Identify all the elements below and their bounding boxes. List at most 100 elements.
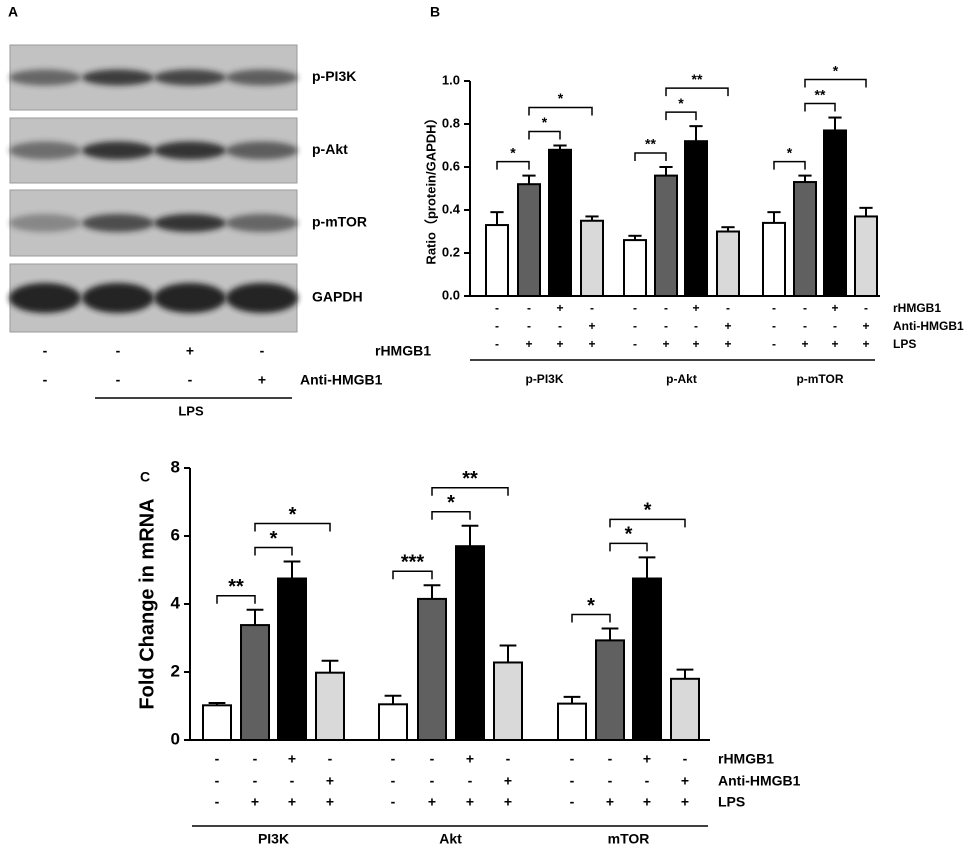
- y-axis-label: Fold Change in mRNA: [136, 498, 158, 709]
- significance-bracket: [773, 160, 806, 170]
- condition-sign: +: [288, 794, 296, 810]
- condition-label: Anti-HMGB1: [893, 319, 964, 333]
- condition-sign: -: [290, 773, 295, 789]
- significance-label: *: [270, 528, 278, 550]
- condition-sign: -: [468, 773, 473, 789]
- condition-sign: +: [288, 751, 296, 767]
- significance-bracket: [609, 518, 686, 528]
- blot-band: [9, 214, 81, 232]
- error-bar: [859, 206, 873, 217]
- condition-sign: -: [633, 301, 637, 315]
- condition-label: LPS: [893, 337, 916, 351]
- significance-label: ***: [401, 552, 425, 574]
- significance-label: **: [462, 468, 478, 490]
- condition-sign: -: [570, 794, 575, 810]
- condition-sign: +: [466, 751, 474, 767]
- significance-bracket: [528, 130, 561, 140]
- condition-sign: -: [833, 319, 837, 333]
- condition-sign: -: [116, 372, 121, 388]
- condition-sign: +: [258, 372, 266, 388]
- condition-sign: -: [683, 751, 688, 767]
- error-bar: [283, 560, 301, 579]
- blot-row-label: p-PI3K: [312, 68, 356, 84]
- bar: [684, 140, 708, 297]
- condition-sign: -: [633, 319, 637, 333]
- condition-label: rHMGB1: [375, 343, 431, 359]
- condition-sign: -: [391, 751, 396, 767]
- condition-sign: +: [428, 794, 436, 810]
- condition-sign: +: [692, 337, 699, 351]
- condition-sign: -: [664, 301, 668, 315]
- panel-label: C: [140, 469, 150, 485]
- error-bar: [721, 226, 735, 232]
- condition-sign: -: [328, 751, 333, 767]
- error-bar: [499, 644, 517, 663]
- y-tick-label: 1.0: [442, 72, 460, 87]
- y-tick-label: 6: [171, 525, 180, 544]
- condition-sign: -: [633, 337, 637, 351]
- condition-sign: +: [692, 301, 699, 315]
- condition-sign: -: [558, 319, 562, 333]
- error-bar: [423, 584, 441, 599]
- condition-sign: -: [864, 301, 868, 315]
- blot-row-label: p-Akt: [312, 141, 348, 157]
- category-label: mTOR: [608, 831, 650, 847]
- error-bar: [246, 608, 264, 626]
- blot-band: [82, 141, 154, 160]
- error-bar: [628, 234, 642, 241]
- bar: [632, 577, 662, 741]
- condition-sign: +: [681, 773, 689, 789]
- condition-sign: +: [801, 337, 808, 351]
- bar: [240, 624, 270, 742]
- condition-sign: +: [606, 794, 614, 810]
- condition-sign: +: [724, 319, 731, 333]
- error-bar: [585, 215, 599, 221]
- condition-sign: -: [116, 343, 121, 359]
- significance-bracket: [665, 87, 729, 97]
- blot-band: [226, 141, 298, 160]
- condition-sign: -: [664, 319, 668, 333]
- significance-bracket: [496, 160, 530, 170]
- condition-sign: -: [430, 773, 435, 789]
- condition-sign: -: [495, 319, 499, 333]
- significance-label: *: [625, 524, 633, 546]
- blot-band: [82, 69, 154, 86]
- condition-sign: -: [506, 751, 511, 767]
- condition-label: LPS: [718, 794, 745, 810]
- condition-label: rHMGB1: [718, 751, 774, 767]
- bar: [485, 224, 509, 297]
- significance-bracket: [392, 570, 433, 580]
- significance-bracket: [665, 111, 697, 121]
- error-bar: [659, 166, 673, 176]
- error-bar: [490, 211, 504, 226]
- significance-bracket: [254, 522, 331, 532]
- condition-sign: +: [662, 337, 669, 351]
- condition-sign: -: [772, 337, 776, 351]
- significance-bracket: [216, 595, 256, 604]
- condition-sign: -: [803, 301, 807, 315]
- blot-band: [154, 69, 226, 86]
- error-bar: [828, 116, 842, 131]
- y-tick-label: 4: [171, 593, 181, 612]
- condition-sign: +: [186, 343, 194, 359]
- condition-sign: -: [570, 751, 575, 767]
- y-axis-label: Ratio（protein/GAPDH）: [423, 111, 438, 264]
- category-label: Akt: [439, 831, 462, 847]
- condition-sign: -: [430, 751, 435, 767]
- condition-label: rHMGB1: [893, 301, 941, 315]
- condition-sign: -: [495, 337, 499, 351]
- blot-band: [154, 141, 226, 160]
- significance-label: *: [447, 492, 455, 514]
- bar: [823, 129, 847, 297]
- condition-sign: -: [608, 773, 613, 789]
- condition-sign: -: [215, 773, 220, 789]
- condition-sign: +: [831, 301, 838, 315]
- y-tick-label: 2: [171, 661, 180, 680]
- condition-sign: +: [862, 319, 869, 333]
- error-bar: [676, 668, 694, 679]
- condition-label: Anti-HMGB1: [718, 773, 801, 789]
- y-tick-label: 0.4: [442, 201, 461, 216]
- blot-row-label: GAPDH: [312, 289, 363, 305]
- significance-label: *: [678, 95, 684, 111]
